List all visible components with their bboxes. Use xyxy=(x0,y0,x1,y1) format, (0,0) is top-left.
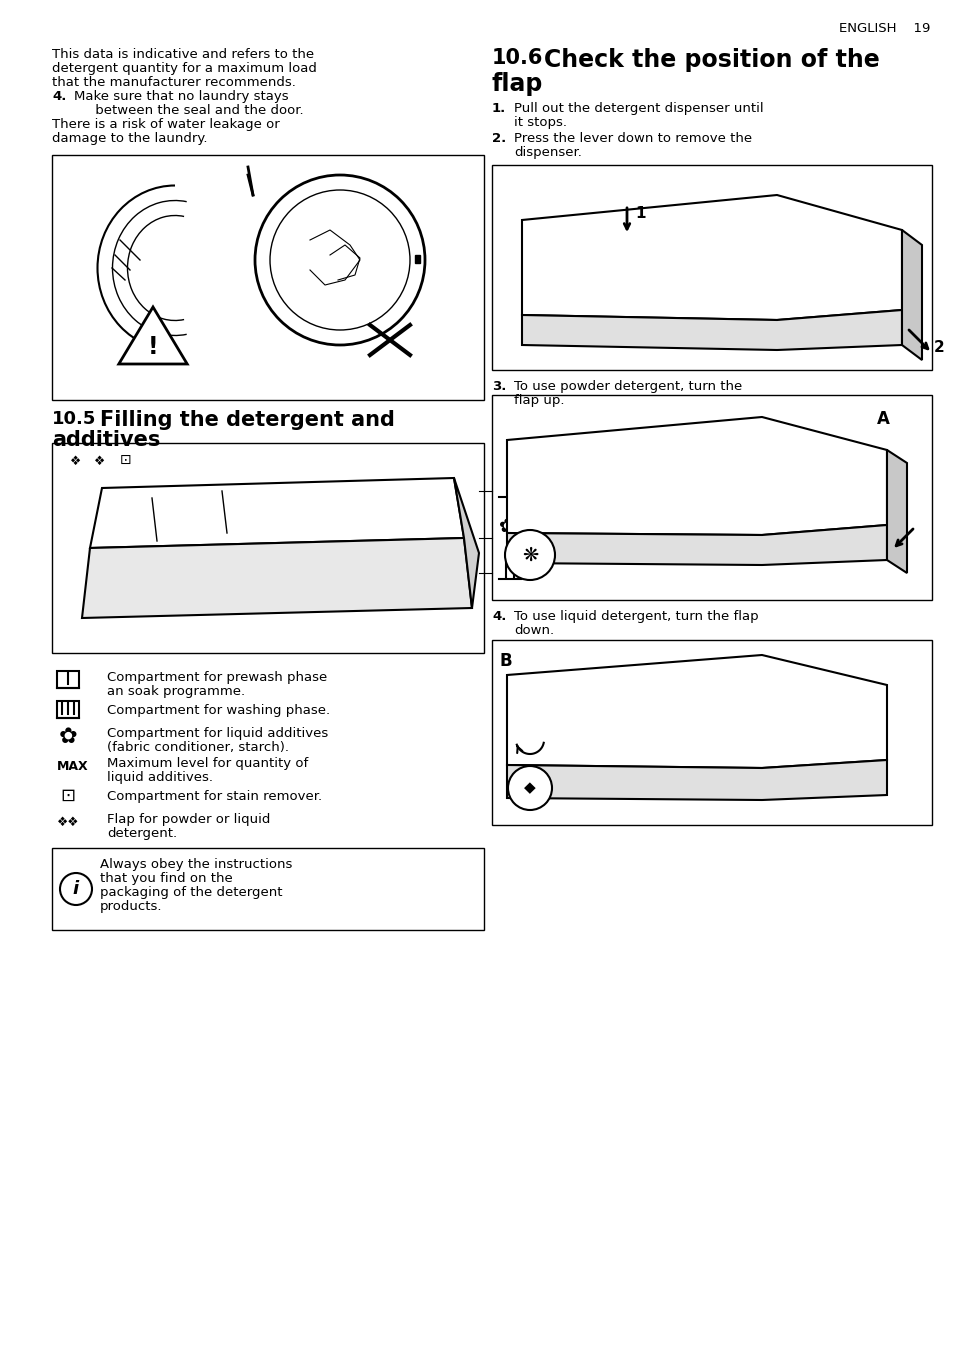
Polygon shape xyxy=(119,307,187,364)
Text: an soak programme.: an soak programme. xyxy=(107,685,245,699)
Polygon shape xyxy=(521,310,901,349)
Text: between the seal and the door.: between the seal and the door. xyxy=(74,104,303,116)
Bar xyxy=(492,165,931,370)
Polygon shape xyxy=(521,195,901,320)
Text: liquid additives.: liquid additives. xyxy=(107,770,213,784)
Text: 1: 1 xyxy=(635,206,645,221)
Circle shape xyxy=(254,175,424,345)
Text: additives: additives xyxy=(52,431,160,450)
Text: 3.: 3. xyxy=(492,380,506,393)
Text: Filling the detergent and: Filling the detergent and xyxy=(100,410,395,431)
Bar xyxy=(52,443,483,653)
Text: MAX: MAX xyxy=(57,760,89,773)
Polygon shape xyxy=(506,655,886,768)
Polygon shape xyxy=(90,478,463,548)
Text: Always obey the instructions: Always obey the instructions xyxy=(100,858,292,871)
Bar xyxy=(57,672,79,688)
Text: !: ! xyxy=(148,334,158,359)
Text: 10.5: 10.5 xyxy=(52,410,96,428)
Circle shape xyxy=(507,766,552,810)
Text: ❖: ❖ xyxy=(94,455,105,468)
Text: it stops.: it stops. xyxy=(514,116,566,129)
Text: flap up.: flap up. xyxy=(514,394,564,408)
Text: ⊡: ⊡ xyxy=(120,454,132,467)
Polygon shape xyxy=(506,760,886,800)
Text: Compartment for washing phase.: Compartment for washing phase. xyxy=(107,704,330,718)
Text: 10.6: 10.6 xyxy=(492,47,543,68)
Bar xyxy=(57,701,79,718)
Text: dispenser.: dispenser. xyxy=(514,146,581,158)
Circle shape xyxy=(60,873,91,904)
Text: Compartment for liquid additives: Compartment for liquid additives xyxy=(107,727,328,741)
Text: flap: flap xyxy=(492,72,543,96)
Text: detergent quantity for a maximum load: detergent quantity for a maximum load xyxy=(52,62,316,74)
Text: To use liquid detergent, turn the flap: To use liquid detergent, turn the flap xyxy=(514,611,758,623)
Text: To use powder detergent, turn the: To use powder detergent, turn the xyxy=(514,380,741,393)
Text: ❖❖: ❖❖ xyxy=(57,816,79,829)
Text: 2.: 2. xyxy=(492,131,506,145)
Text: ✿: ✿ xyxy=(498,516,515,535)
Text: Make sure that no laundry stays: Make sure that no laundry stays xyxy=(74,89,289,103)
Text: ❖: ❖ xyxy=(70,455,81,468)
Text: ✿: ✿ xyxy=(59,727,77,747)
Text: ⊡: ⊡ xyxy=(60,787,75,806)
Text: B: B xyxy=(499,653,512,670)
Circle shape xyxy=(270,190,410,330)
Bar xyxy=(492,395,931,600)
Bar xyxy=(492,640,931,825)
Bar xyxy=(52,154,483,399)
Text: (fabric conditioner, starch).: (fabric conditioner, starch). xyxy=(107,741,289,754)
Text: that the manufacturer recommends.: that the manufacturer recommends. xyxy=(52,76,295,89)
Text: 4.: 4. xyxy=(492,611,506,623)
Text: This data is indicative and refers to the: This data is indicative and refers to th… xyxy=(52,47,314,61)
Text: i: i xyxy=(72,880,79,898)
Text: ❋: ❋ xyxy=(521,546,537,565)
Bar xyxy=(415,255,419,263)
Text: ◆: ◆ xyxy=(523,780,536,796)
Polygon shape xyxy=(506,525,886,565)
Text: Maximum level for quantity of: Maximum level for quantity of xyxy=(107,757,308,770)
Text: packaging of the detergent: packaging of the detergent xyxy=(100,886,282,899)
Text: Compartment for prewash phase: Compartment for prewash phase xyxy=(107,672,327,684)
Bar xyxy=(498,561,520,580)
Text: Pull out the detergent dispenser until: Pull out the detergent dispenser until xyxy=(514,102,762,115)
Text: Press the lever down to remove the: Press the lever down to remove the xyxy=(514,131,751,145)
Polygon shape xyxy=(901,230,921,360)
Text: down.: down. xyxy=(514,624,554,636)
Text: 4.: 4. xyxy=(52,89,67,103)
Polygon shape xyxy=(82,538,472,617)
Polygon shape xyxy=(454,478,478,608)
Text: that you find on the: that you find on the xyxy=(100,872,233,886)
Text: damage to the laundry.: damage to the laundry. xyxy=(52,131,208,145)
Text: Compartment for stain remover.: Compartment for stain remover. xyxy=(107,789,322,803)
Polygon shape xyxy=(886,450,906,573)
Polygon shape xyxy=(506,417,886,535)
Text: ENGLISH    19: ENGLISH 19 xyxy=(838,22,929,35)
Text: Flap for powder or liquid: Flap for powder or liquid xyxy=(107,812,270,826)
Text: 2: 2 xyxy=(933,340,943,356)
Text: 1.: 1. xyxy=(492,102,506,115)
Text: products.: products. xyxy=(100,900,162,913)
Text: There is a risk of water leakage or: There is a risk of water leakage or xyxy=(52,118,279,131)
Bar xyxy=(498,479,520,497)
Text: A: A xyxy=(876,410,889,428)
Text: Check the position of the: Check the position of the xyxy=(543,47,879,72)
Bar xyxy=(52,848,483,930)
Text: detergent.: detergent. xyxy=(107,827,177,839)
Circle shape xyxy=(504,529,555,580)
